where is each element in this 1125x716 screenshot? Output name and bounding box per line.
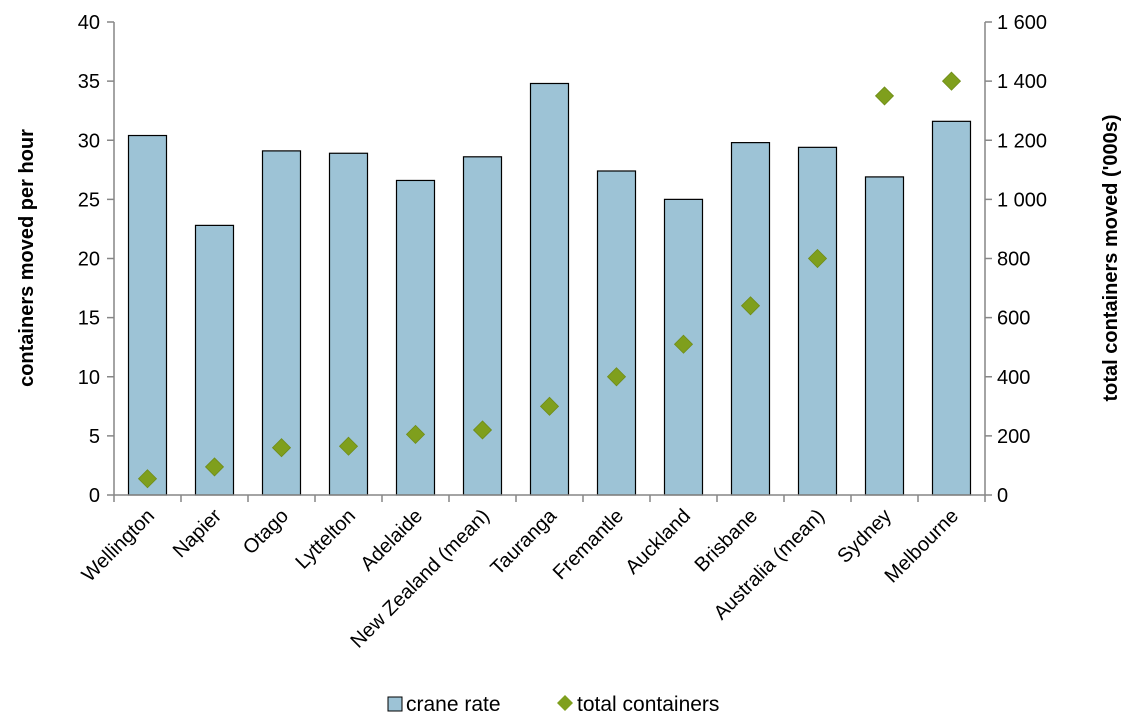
bar-1 [194,224,235,496]
y-right-tick-label-8: 1 600 [997,12,1047,34]
x-category-label-2: Otago [239,505,293,559]
legend: crane rate total containers [387,693,719,716]
x-category-label-0: Wellington [78,505,159,586]
x-category-label-11: Sydney [833,505,896,568]
bar-10 [797,146,838,496]
axes-layer [107,21,992,502]
y-right-tick-label-6: 1 200 [997,130,1047,152]
x-category-label-7: Fremantle [549,505,628,584]
legend-swatch-crane-rate [387,696,403,712]
x-category-label-4: Adelaide [356,505,427,576]
y-right-tick-label-0: 0 [997,485,1008,507]
marker-9 [740,296,761,316]
y-axis-right-title: total containers moved ('000s) [1100,114,1122,401]
bar-4 [395,179,436,496]
bar-12 [931,120,972,496]
y-right-tick-label-1: 200 [997,426,1030,448]
y-left-tick-label-4: 20 [78,249,100,271]
marker-1 [204,457,225,477]
marker-5 [472,420,493,440]
y-right-tick-label-3: 600 [997,308,1030,330]
bar-11 [864,176,905,496]
x-category-label-9: Brisbane [691,505,762,576]
marker-10 [807,248,828,269]
marker-0 [137,469,158,489]
marker-4 [405,424,426,444]
y-right-tick-label-7: 1 400 [997,71,1047,93]
y-left-tick-label-0: 0 [89,485,100,507]
y-right-tick-label-2: 400 [997,367,1030,389]
legend-label-total-containers: total containers [577,693,719,716]
bar-6 [529,82,570,496]
marker-7 [606,367,627,387]
y-right-tick-label-5: 1 000 [997,189,1047,211]
marker-8 [673,334,694,354]
y-left-tick-label-2: 10 [78,367,100,389]
marker-12 [941,71,962,91]
bar-5 [462,156,503,496]
bar-0 [127,134,168,496]
y-left-tick-label-7: 35 [78,71,100,93]
y-left-tick-label-8: 40 [78,12,100,34]
x-category-label-12: Melbourne [881,505,963,587]
marker-6 [539,396,560,416]
markers-layer [137,71,962,489]
x-category-label-8: Auckland [621,505,695,579]
bar-2 [261,150,302,496]
bar-9 [730,142,771,496]
bars-layer [127,82,972,496]
y-left-tick-label-1: 5 [89,426,100,448]
marker-2 [271,438,292,458]
legend-label-crane-rate: crane rate [406,693,501,716]
marker-3 [338,436,359,456]
legend-swatch-total-containers [557,695,573,711]
y-left-tick-label-6: 30 [78,130,100,152]
y-left-tick-label-3: 15 [78,308,100,330]
y-left-tick-label-5: 25 [78,189,100,211]
x-category-label-1: Napier [169,505,226,562]
y-right-tick-label-4: 800 [997,249,1030,271]
x-category-label-3: Lyttelton [292,505,361,574]
marker-11 [874,86,895,106]
y-axis-left-title: containers moved per hour [16,129,38,387]
bar-7 [596,170,637,496]
